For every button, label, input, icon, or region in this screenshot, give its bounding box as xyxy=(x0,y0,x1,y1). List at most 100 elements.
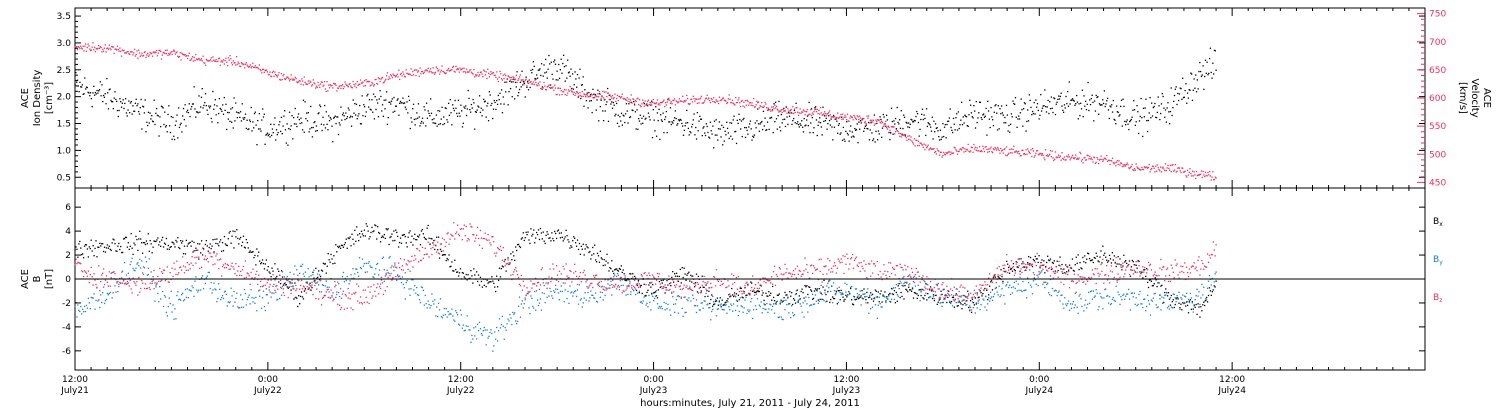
by-point xyxy=(661,307,663,310)
density-point xyxy=(101,84,103,86)
density-point xyxy=(108,88,110,91)
bx-point xyxy=(1153,283,1155,285)
bx-point xyxy=(808,286,810,288)
by-point xyxy=(213,282,215,284)
velocity-point xyxy=(497,80,500,83)
density-point xyxy=(362,114,364,117)
density-point xyxy=(1063,104,1066,106)
density-point xyxy=(1161,93,1163,95)
density-point xyxy=(990,106,992,109)
density-point xyxy=(1040,93,1042,96)
velocity-point xyxy=(990,146,992,148)
by-point xyxy=(508,320,510,322)
velocity-point xyxy=(118,50,120,52)
bx-point xyxy=(669,282,671,285)
bx-point xyxy=(560,232,563,234)
bx-point xyxy=(425,238,427,241)
bx-point xyxy=(1100,250,1102,252)
velocity-point xyxy=(487,72,490,74)
velocity-point xyxy=(1098,159,1101,161)
density-point xyxy=(316,129,318,132)
velocity-point xyxy=(379,80,381,83)
bx-point xyxy=(197,243,199,245)
by-point xyxy=(962,299,964,302)
by-point xyxy=(853,298,856,301)
by-point xyxy=(807,311,809,313)
by-point xyxy=(149,288,151,291)
by-point xyxy=(283,276,286,278)
velocity-point xyxy=(1132,169,1134,171)
by-point xyxy=(297,279,299,281)
density-point xyxy=(306,112,308,114)
bx-point xyxy=(1049,258,1052,260)
density-point xyxy=(1207,74,1209,76)
velocity-point xyxy=(1049,149,1052,152)
velocity-point xyxy=(835,116,837,119)
velocity-point xyxy=(242,64,244,66)
velocity-point xyxy=(856,115,858,117)
velocity-point xyxy=(1151,165,1154,167)
density-point xyxy=(149,112,151,114)
by-point xyxy=(770,304,772,306)
by-point xyxy=(725,304,727,306)
by-point xyxy=(510,317,512,319)
velocity-point xyxy=(187,55,190,57)
bx-point xyxy=(923,298,925,300)
bx-point xyxy=(356,226,358,228)
bx-point xyxy=(522,232,524,234)
bx-point xyxy=(978,296,980,298)
by-point xyxy=(868,312,870,314)
bx-point xyxy=(735,293,738,295)
velocity-point xyxy=(744,99,747,102)
density-point xyxy=(984,115,986,117)
bx-point xyxy=(1086,258,1088,260)
density-point xyxy=(700,118,703,120)
velocity-point xyxy=(421,70,423,73)
density-point xyxy=(377,102,379,104)
bx-point xyxy=(351,233,353,235)
velocity-point xyxy=(486,77,488,80)
by-point xyxy=(301,263,304,266)
velocity-point xyxy=(479,71,482,74)
velocity-point xyxy=(871,119,873,121)
bx-point xyxy=(531,235,533,237)
density-point xyxy=(943,135,945,138)
velocity-point xyxy=(913,138,915,140)
velocity-point xyxy=(655,102,658,104)
velocity-point xyxy=(285,77,287,79)
bx-point xyxy=(589,250,591,253)
velocity-point xyxy=(438,73,441,75)
density-point xyxy=(1114,119,1116,121)
velocity-point xyxy=(632,98,634,100)
bx-point xyxy=(474,274,476,276)
by-point xyxy=(531,297,533,300)
bx-point xyxy=(254,254,256,257)
velocity-point xyxy=(269,71,271,73)
velocity-point xyxy=(772,106,774,108)
bx-point xyxy=(233,247,235,249)
density-point xyxy=(1076,94,1078,97)
velocity-point xyxy=(1122,164,1124,166)
by-point xyxy=(313,269,315,271)
by-point xyxy=(117,291,119,293)
density-point xyxy=(331,125,333,127)
velocity-point xyxy=(992,148,995,150)
density-point xyxy=(280,116,283,119)
density-point xyxy=(549,84,552,86)
velocity-point xyxy=(519,74,522,76)
bx-point xyxy=(641,292,643,295)
density-point xyxy=(310,105,312,108)
by-point xyxy=(885,301,887,304)
density-point xyxy=(1041,107,1044,109)
velocity-point xyxy=(518,76,521,78)
by-point xyxy=(803,316,805,318)
density-point xyxy=(180,122,182,124)
velocity-point xyxy=(358,83,360,85)
bx-point xyxy=(795,293,798,295)
velocity-point xyxy=(956,150,958,152)
density-point xyxy=(677,119,680,121)
bx-point xyxy=(998,277,1000,279)
by-point xyxy=(945,296,947,298)
by-point xyxy=(141,272,144,274)
velocity-point xyxy=(845,116,847,118)
